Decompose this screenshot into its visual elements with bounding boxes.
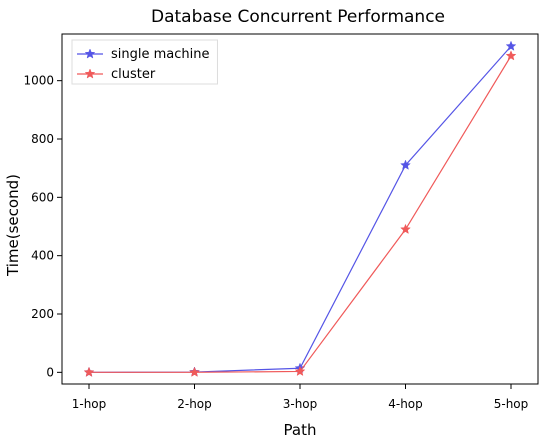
- chart-title: Database Concurrent Performance: [151, 7, 445, 27]
- plot-frame: [61, 33, 539, 385]
- y-tick-label: 800: [31, 132, 54, 146]
- legend-label: cluster: [111, 67, 156, 82]
- y-axis-label: Time(second): [4, 174, 22, 277]
- data-point: [294, 365, 306, 377]
- legend-items: single machine cluster: [77, 47, 209, 82]
- y-tick-label: 0: [46, 365, 54, 379]
- data-point: [505, 40, 517, 51]
- data-point: [83, 366, 95, 377]
- x-tick-label: 2-hop: [177, 397, 212, 411]
- y-tick-label: 400: [31, 249, 54, 263]
- data-point: [505, 50, 517, 61]
- series-line-0: [88, 45, 512, 373]
- x-tick-label: 5-hop: [494, 397, 529, 411]
- data-point: [189, 366, 200, 377]
- y-tick-label: 1000: [23, 74, 54, 88]
- legend-marker: [84, 68, 96, 79]
- legend: single machine cluster: [71, 39, 218, 85]
- data-point: [400, 159, 411, 170]
- series-line-1: [89, 55, 512, 373]
- y-tick-label: 600: [31, 190, 54, 204]
- x-tick-label: 1-hop: [72, 397, 107, 411]
- series-layer: [83, 40, 517, 377]
- x-tick-label: 3-hop: [283, 397, 318, 411]
- x-axis: 1-hop 2-hop 3-hop 4-hop 5-hop: [72, 384, 529, 411]
- y-axis: 0 200 400 600 800 1000: [23, 74, 62, 379]
- legend-box: [71, 39, 218, 85]
- legend-label: single machine: [111, 47, 209, 62]
- x-axis-label: Path: [284, 421, 317, 439]
- legend-marker: [84, 48, 96, 59]
- x-tick-label: 4-hop: [388, 397, 423, 411]
- y-tick-label: 200: [31, 307, 54, 321]
- data-point: [400, 223, 411, 235]
